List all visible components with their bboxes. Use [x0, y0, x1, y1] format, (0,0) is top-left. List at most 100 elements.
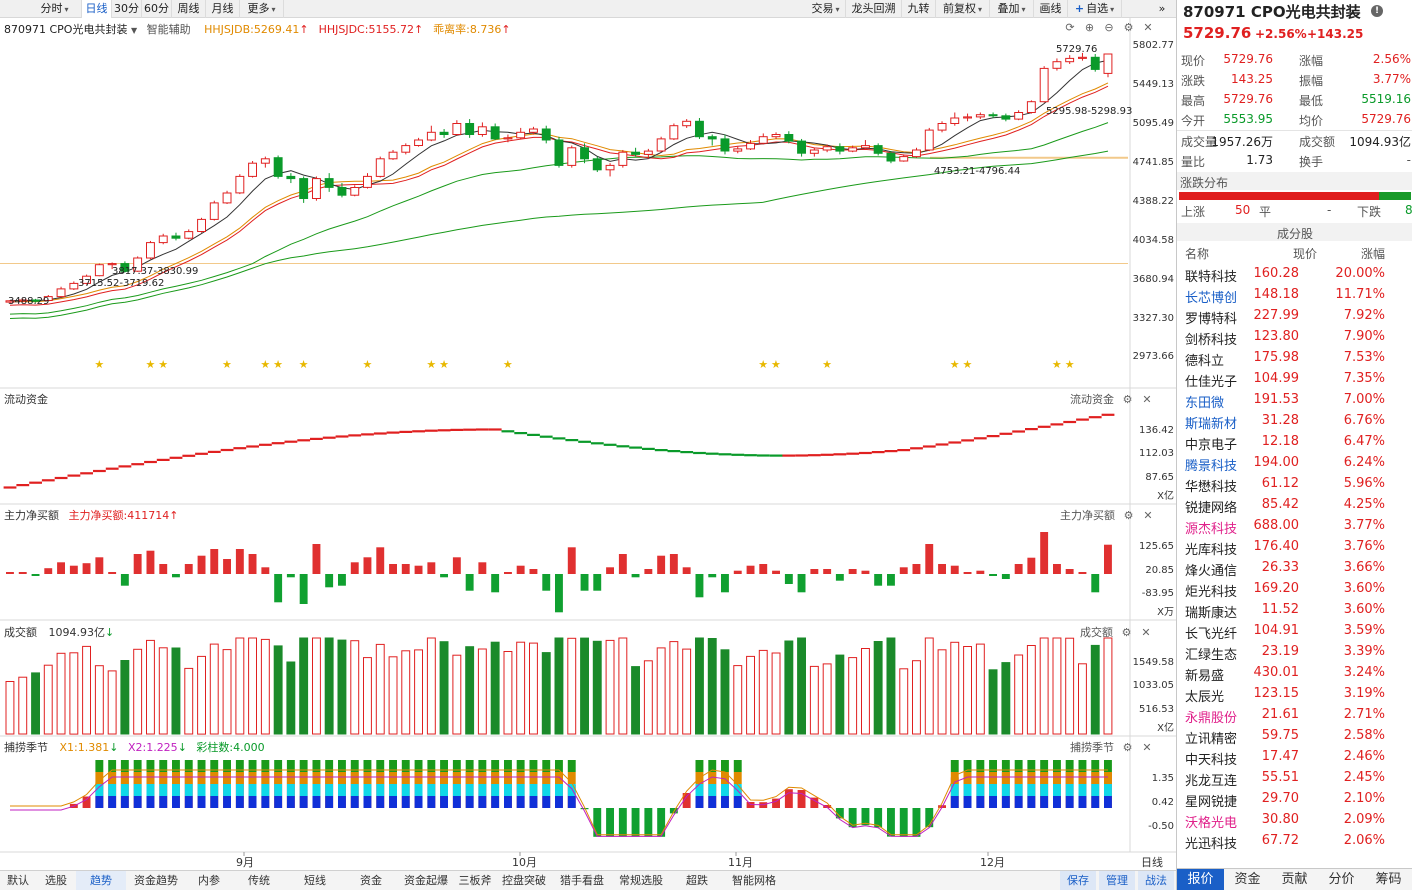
candle[interactable]	[503, 137, 513, 140]
stock-name[interactable]: 烽火通信	[1185, 564, 1238, 579]
constituent-row[interactable]: 中京电子 12.18 6.47%	[1177, 432, 1412, 453]
constituent-row[interactable]: 长飞光纤 104.91 3.59%	[1177, 621, 1412, 642]
candle[interactable]	[950, 117, 960, 124]
candle[interactable]	[592, 158, 602, 171]
candle[interactable]	[809, 149, 819, 154]
candle[interactable]	[439, 131, 449, 136]
candle[interactable]	[286, 175, 296, 180]
stock-name[interactable]: 锐捷网络	[1185, 501, 1238, 516]
candle[interactable]	[209, 202, 219, 220]
candle[interactable]	[618, 151, 628, 166]
candle[interactable]	[784, 134, 794, 142]
candle[interactable]	[337, 187, 347, 196]
candle[interactable]	[848, 147, 858, 152]
candle[interactable]	[567, 147, 577, 166]
candle[interactable]	[924, 129, 934, 151]
constituent-row[interactable]: 腾景科技 194.00 6.24%	[1177, 453, 1412, 474]
constituent-row[interactable]: 锐捷网络 85.42 4.25%	[1177, 495, 1412, 516]
stock-name[interactable]: 永鼎股份	[1185, 711, 1238, 726]
candle[interactable]	[656, 138, 666, 152]
stock-name[interactable]: 仕佳光子	[1185, 375, 1238, 390]
close-icon[interactable]: ✕	[1142, 393, 1152, 406]
settings-icon[interactable]: ⚙	[1123, 509, 1134, 522]
toolbar-0-button[interactable]: 分时 ▾	[28, 0, 82, 18]
candle[interactable]	[937, 123, 947, 131]
col-name[interactable]: 名称	[1185, 247, 1210, 261]
candle[interactable]	[822, 146, 832, 151]
strategy-tab[interactable]: 默认	[7, 874, 29, 887]
chart-canvas[interactable]: 5729.76 5295.98-5298.93 4753.21-4796.44 381…	[0, 18, 1176, 870]
candle[interactable]	[1026, 101, 1036, 113]
quote-tab[interactable]: 报价	[1177, 869, 1224, 890]
stock-name[interactable]: 中京电子	[1185, 438, 1238, 453]
constituent-row[interactable]: 烽火通信 26.33 3.66%	[1177, 558, 1412, 579]
candle[interactable]	[580, 147, 589, 160]
candle[interactable]	[541, 128, 551, 141]
toolbar-right-5-button[interactable]: 画线	[1034, 0, 1068, 18]
candle[interactable]	[1065, 57, 1075, 63]
candle[interactable]	[248, 162, 258, 177]
candle[interactable]	[886, 152, 896, 162]
constituent-row[interactable]: 沃格光电 30.80 2.09%	[1177, 810, 1412, 831]
constituent-row[interactable]: 联特科技 160.28 20.00%	[1177, 264, 1412, 285]
candle[interactable]	[1078, 56, 1087, 59]
constituent-row[interactable]: 中天科技 17.47 2.46%	[1177, 747, 1412, 768]
strategy-action-button[interactable]: 保存	[1060, 871, 1096, 890]
candle[interactable]	[1090, 56, 1100, 70]
candle[interactable]	[5, 300, 15, 303]
toolbar-right-3-button[interactable]: 前复权 ▾	[936, 0, 990, 18]
stock-name[interactable]: 瑞斯康达	[1185, 606, 1238, 621]
stock-name[interactable]: 华懋科技	[1185, 480, 1238, 495]
toolbar-1-button[interactable]: 日线	[82, 0, 112, 18]
candle[interactable]	[529, 128, 538, 133]
candle[interactable]	[31, 299, 41, 302]
close-icon[interactable]: ✕	[1143, 509, 1153, 522]
candle[interactable]	[643, 150, 653, 155]
candle[interactable]	[758, 136, 768, 144]
candle[interactable]	[669, 125, 679, 140]
candle[interactable]	[414, 139, 424, 146]
strategy-action-button[interactable]: 战法	[1138, 871, 1174, 890]
constituent-row[interactable]: 永鼎股份 21.61 2.71%	[1177, 705, 1412, 726]
strategy-tab[interactable]: 趋势	[76, 871, 126, 890]
candle[interactable]	[1039, 67, 1049, 103]
candle[interactable]	[158, 235, 168, 244]
candle[interactable]	[963, 116, 972, 119]
constituent-row[interactable]: 光迅科技 67.72 2.06%	[1177, 831, 1412, 852]
stock-name[interactable]: 光迅科技	[1185, 837, 1238, 852]
stock-name[interactable]: 联特科技	[1185, 270, 1238, 285]
candle[interactable]	[707, 136, 717, 140]
candle[interactable]	[554, 139, 564, 166]
candle[interactable]	[797, 140, 806, 154]
candle[interactable]	[631, 151, 640, 155]
candle[interactable]	[312, 178, 321, 200]
candle[interactable]	[835, 146, 845, 152]
toolbar-right-1-button[interactable]: 龙头回溯	[846, 0, 902, 18]
strategy-tab[interactable]: 常规选股	[619, 874, 663, 887]
strategy-tab[interactable]: 选股	[45, 874, 67, 887]
stock-name[interactable]: 立讯精密	[1185, 732, 1238, 747]
constituent-row[interactable]: 德科立 175.98 7.53%	[1177, 348, 1412, 369]
candle[interactable]	[477, 126, 487, 136]
constituent-row[interactable]: 东田微 191.53 7.00%	[1177, 390, 1412, 411]
collapse-panel-icon[interactable]: »	[1158, 2, 1166, 15]
candle[interactable]	[197, 218, 207, 232]
candle[interactable]	[120, 263, 130, 272]
refresh-icon[interactable]: ⟳	[1065, 21, 1075, 34]
candle[interactable]	[975, 114, 985, 118]
candle[interactable]	[899, 156, 909, 162]
stock-name[interactable]: 东田微	[1185, 396, 1225, 411]
settings-icon[interactable]: ⚙	[1121, 626, 1132, 639]
stock-name[interactable]: 剑桥科技	[1185, 333, 1238, 348]
toolbar-right-2-button[interactable]: 九转	[902, 0, 936, 18]
quote-tab[interactable]: 贡献	[1281, 872, 1308, 887]
strategy-tab[interactable]: 内参	[198, 874, 220, 887]
stock-name[interactable]: 罗博特科	[1185, 312, 1238, 327]
candle[interactable]	[350, 187, 360, 196]
constituent-row[interactable]: 星网锐捷 29.70 2.10%	[1177, 789, 1412, 810]
candle[interactable]	[682, 120, 692, 127]
candle[interactable]	[452, 123, 462, 135]
zoom-in-icon[interactable]: ⊕	[1084, 21, 1095, 34]
candle[interactable]	[43, 296, 53, 302]
candle[interactable]	[695, 120, 704, 138]
